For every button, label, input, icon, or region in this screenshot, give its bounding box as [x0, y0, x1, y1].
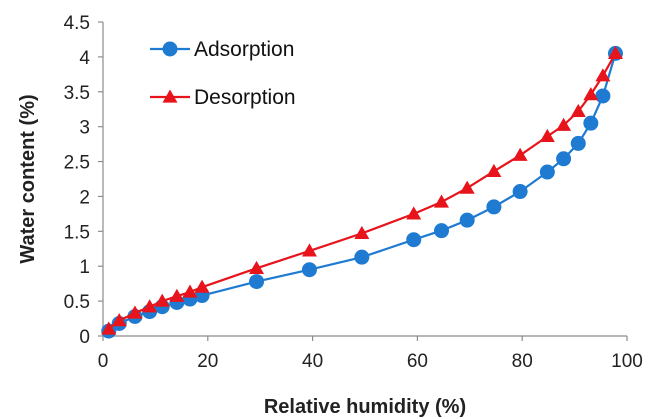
legend-label-adsorption: Adsorption: [194, 38, 294, 61]
data-point-desorption: [154, 293, 170, 307]
data-point-adsorption: [539, 164, 555, 180]
x-tick-label: 100: [611, 351, 643, 372]
data-point-desorption: [194, 279, 210, 293]
data-point-desorption: [169, 288, 185, 302]
y-tick-label: 1: [79, 257, 90, 278]
data-point-adsorption: [512, 184, 528, 200]
x-tick-label: 80: [512, 351, 533, 372]
y-tick-label: 4: [79, 48, 90, 69]
data-point-desorption: [406, 206, 422, 220]
legend-item-desorption: Desorption: [150, 86, 296, 109]
legend: Adsorption Desorption: [150, 38, 296, 109]
x-tick-label: 40: [302, 351, 323, 372]
data-point-desorption: [607, 45, 623, 60]
legend-item-adsorption: Adsorption: [150, 38, 294, 61]
data-point-adsorption: [434, 223, 450, 239]
data-point-desorption: [142, 299, 158, 313]
y-tick-label: 1.5: [64, 222, 90, 243]
x-axis-title: Relative humidity (%): [264, 396, 466, 418]
x-tick-label: 20: [197, 351, 218, 372]
data-point-adsorption: [354, 249, 370, 265]
y-tick-label: 2.5: [64, 153, 90, 174]
y-tick-label: 3: [79, 118, 90, 139]
data-point-desorption: [583, 87, 599, 101]
data-point-desorption: [539, 128, 555, 143]
x-tick-label: 0: [98, 351, 109, 372]
legend-label-desorption: Desorption: [194, 86, 296, 109]
data-point-desorption: [127, 305, 143, 319]
data-point-adsorption: [486, 199, 502, 215]
data-point-adsorption: [301, 262, 317, 278]
data-point-adsorption: [556, 151, 572, 167]
data-point-adsorption: [595, 88, 611, 104]
series-desorption: [101, 45, 623, 335]
legend-marker-adsorption: [162, 41, 178, 57]
data-point-adsorption: [570, 135, 586, 151]
data-point-desorption: [570, 103, 586, 117]
data-point-desorption: [595, 68, 611, 82]
y-tick-label: 0.5: [64, 292, 90, 313]
series-line-desorption: [108, 52, 617, 330]
y-tick-label: 3.5: [64, 83, 90, 104]
data-point-desorption: [434, 194, 450, 208]
data-point-desorption: [182, 284, 198, 298]
data-point-desorption: [111, 313, 127, 327]
data-point-adsorption: [583, 115, 599, 131]
data-point-adsorption: [406, 232, 422, 248]
series-layer: [101, 45, 623, 339]
data-point-adsorption: [459, 212, 475, 228]
y-tick-label: 0: [79, 327, 90, 348]
data-point-desorption: [354, 225, 370, 240]
y-tick-label: 4.5: [64, 13, 90, 34]
data-point-desorption: [486, 163, 502, 177]
data-point-desorption: [301, 243, 317, 257]
data-point-desorption: [459, 180, 475, 194]
series-line-adsorption: [108, 53, 617, 332]
x-axis-ticks: 0 20 40 60 80 100: [98, 336, 643, 372]
data-point-desorption: [512, 147, 528, 161]
data-point-desorption: [101, 321, 117, 335]
data-point-desorption: [249, 260, 265, 274]
data-point-adsorption: [249, 274, 265, 290]
x-tick-label: 60: [407, 351, 428, 372]
y-tick-label: 2: [79, 187, 90, 208]
y-axis-title: Water content (%): [17, 94, 39, 263]
legend-marker-desorption: [162, 89, 178, 103]
data-point-desorption: [556, 117, 572, 131]
axes: [102, 22, 627, 337]
y-axis-ticks: 0 0.5 1 1.5 2 2.5 3 3.5 4 4.5: [64, 13, 103, 348]
